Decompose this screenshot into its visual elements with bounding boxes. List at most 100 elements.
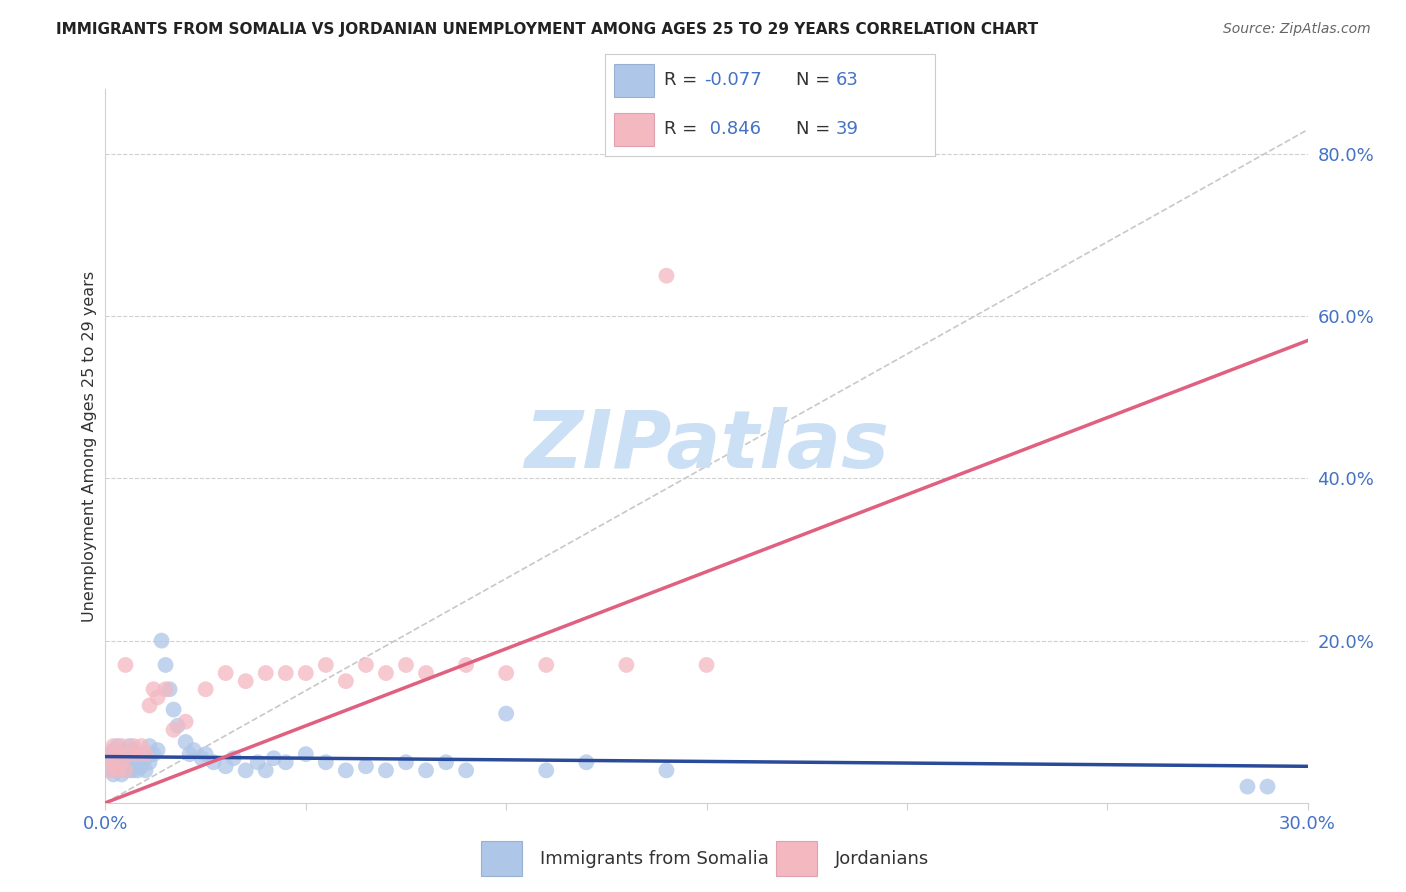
Point xyxy=(335,764,357,778)
Point xyxy=(118,747,141,761)
Point xyxy=(107,764,129,778)
Point xyxy=(263,751,285,765)
Point xyxy=(354,759,377,773)
Point xyxy=(159,682,181,697)
Y-axis label: Unemployment Among Ages 25 to 29 years: Unemployment Among Ages 25 to 29 years xyxy=(82,270,97,622)
Point xyxy=(146,743,169,757)
Point xyxy=(222,751,245,765)
Point xyxy=(135,747,157,761)
Point xyxy=(107,747,129,761)
Point xyxy=(214,759,236,773)
Point xyxy=(135,764,157,778)
Point xyxy=(254,764,277,778)
Point xyxy=(110,756,132,770)
Point xyxy=(155,682,177,697)
Point xyxy=(162,702,184,716)
Point xyxy=(454,657,477,672)
Point xyxy=(183,743,205,757)
Point xyxy=(127,751,149,765)
Point xyxy=(235,674,257,689)
Point xyxy=(110,739,132,753)
Point xyxy=(454,764,477,778)
Point xyxy=(107,751,129,765)
Point xyxy=(374,764,398,778)
Point xyxy=(114,764,136,778)
Point xyxy=(138,756,160,770)
Point xyxy=(202,756,225,770)
Text: N =: N = xyxy=(796,120,837,138)
Point xyxy=(696,657,718,672)
Point xyxy=(214,666,236,681)
Point xyxy=(138,698,160,713)
Point xyxy=(110,759,132,773)
Point xyxy=(495,706,517,721)
Point xyxy=(110,767,132,781)
Point xyxy=(98,747,121,761)
Point xyxy=(98,747,121,761)
Point xyxy=(103,756,125,770)
Text: -0.077: -0.077 xyxy=(704,71,762,89)
Point xyxy=(655,268,678,283)
Text: N =: N = xyxy=(796,71,837,89)
Text: Jordanians: Jordanians xyxy=(835,849,929,868)
Point xyxy=(295,747,318,761)
Text: Immigrants from Somalia: Immigrants from Somalia xyxy=(540,849,769,868)
Bar xyxy=(776,841,817,876)
Point xyxy=(98,764,121,778)
Point xyxy=(103,739,125,753)
Point xyxy=(118,751,141,765)
Point xyxy=(122,743,145,757)
Point xyxy=(110,747,132,761)
Point xyxy=(114,756,136,770)
Point xyxy=(174,714,197,729)
Bar xyxy=(481,841,522,876)
Point xyxy=(131,739,153,753)
Point xyxy=(295,666,318,681)
Point xyxy=(194,747,217,761)
Point xyxy=(103,756,125,770)
Point xyxy=(274,756,297,770)
Text: Source: ZipAtlas.com: Source: ZipAtlas.com xyxy=(1223,22,1371,37)
Point xyxy=(616,657,638,672)
Point xyxy=(142,682,165,697)
Point xyxy=(254,666,277,681)
Point xyxy=(655,764,678,778)
Text: 63: 63 xyxy=(835,71,859,89)
Point xyxy=(127,764,149,778)
Point xyxy=(190,751,212,765)
Point xyxy=(315,756,337,770)
Text: R =: R = xyxy=(664,120,703,138)
Text: 0.846: 0.846 xyxy=(704,120,761,138)
Point xyxy=(131,747,153,761)
Point xyxy=(174,735,197,749)
Point xyxy=(246,756,269,770)
Point xyxy=(1257,780,1279,794)
Point xyxy=(155,657,177,672)
Point xyxy=(1236,780,1258,794)
Bar xyxy=(614,113,654,145)
Point xyxy=(127,747,149,761)
Point xyxy=(114,764,136,778)
Point xyxy=(415,666,437,681)
Point xyxy=(395,756,418,770)
Text: ZIPatlas: ZIPatlas xyxy=(524,407,889,485)
Point xyxy=(162,723,184,737)
Point xyxy=(194,682,217,697)
Point xyxy=(315,657,337,672)
Point xyxy=(122,764,145,778)
Point xyxy=(135,751,157,765)
Point xyxy=(118,764,141,778)
Point xyxy=(166,719,188,733)
Point xyxy=(274,666,297,681)
Point xyxy=(354,657,377,672)
Point xyxy=(138,739,160,753)
Text: 39: 39 xyxy=(835,120,859,138)
Point xyxy=(415,764,437,778)
Text: IMMIGRANTS FROM SOMALIA VS JORDANIAN UNEMPLOYMENT AMONG AGES 25 TO 29 YEARS CORR: IMMIGRANTS FROM SOMALIA VS JORDANIAN UNE… xyxy=(56,22,1039,37)
Point xyxy=(235,764,257,778)
Point xyxy=(98,764,121,778)
Point xyxy=(114,657,136,672)
Point xyxy=(374,666,398,681)
Point xyxy=(150,633,173,648)
Text: R =: R = xyxy=(664,71,703,89)
